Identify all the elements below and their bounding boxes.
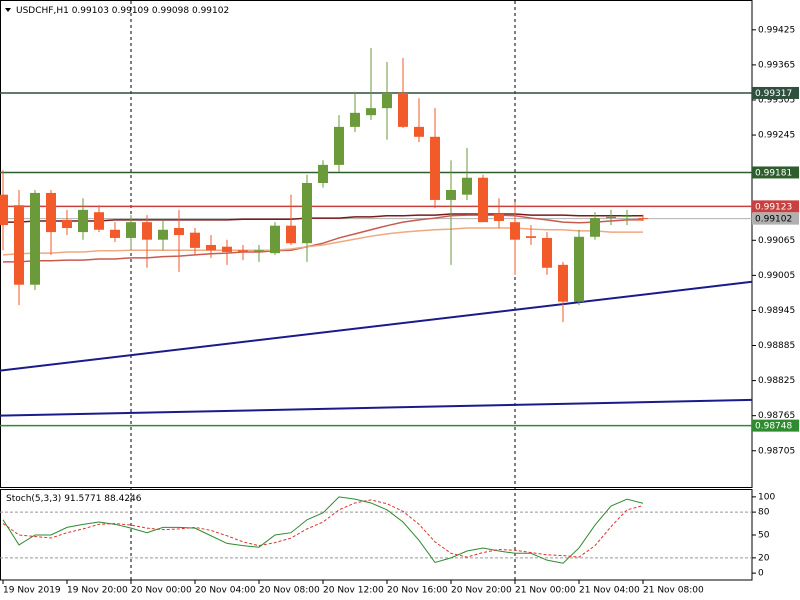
candle-body xyxy=(350,112,360,127)
candle-body xyxy=(590,218,600,237)
x-tick-label: 20 Nov 08:00 xyxy=(259,586,320,596)
candle-body xyxy=(478,177,488,223)
candle-body xyxy=(302,182,312,244)
y-tick-label: 0.98705 xyxy=(758,446,795,456)
x-tick-label: 21 Nov 08:00 xyxy=(643,586,704,596)
candle-body xyxy=(542,237,552,268)
level-label: 0.98748 xyxy=(755,422,792,432)
candle-body xyxy=(382,92,392,109)
candle-body xyxy=(270,225,280,254)
indicator-panel xyxy=(0,489,753,581)
level-box xyxy=(752,166,799,179)
level-label: 0.99181 xyxy=(755,168,792,178)
candle-body xyxy=(334,126,344,165)
x-tick-label: 20 Nov 00:00 xyxy=(131,586,192,596)
candle-body xyxy=(622,215,632,217)
indicator-tick-label: 100 xyxy=(758,492,775,502)
indicator-tick-label: 0 xyxy=(758,569,764,579)
candle-body xyxy=(574,236,584,302)
y-tick-label: 0.98765 xyxy=(758,411,795,421)
indicator-line xyxy=(2,499,644,558)
candle-body xyxy=(414,126,424,137)
x-tick-label: 19 Nov 2019 xyxy=(3,586,61,596)
candle-body xyxy=(446,190,456,200)
indicator-name: Stoch(5,3,3) xyxy=(6,494,61,504)
y-tick-label: 0.98885 xyxy=(758,341,795,351)
current-price-label: 0.99102 xyxy=(755,215,792,225)
candle-body xyxy=(462,177,472,195)
candle-body xyxy=(206,244,216,251)
candle-body xyxy=(126,222,136,238)
candle-body xyxy=(286,225,296,244)
level-label: 0.99123 xyxy=(755,202,792,212)
k-value: 91.5771 xyxy=(64,494,101,504)
candle-body xyxy=(174,228,184,236)
menu-arrow xyxy=(5,8,11,12)
candle-body xyxy=(606,216,616,219)
candle-body xyxy=(238,250,248,252)
main-panel xyxy=(0,0,753,488)
indicator-tick-label: 80 xyxy=(758,508,770,518)
candle-body xyxy=(94,212,104,230)
candle-body xyxy=(30,192,40,285)
y-tick-label: 0.98945 xyxy=(758,306,795,316)
candle-body xyxy=(558,264,568,302)
symbol: USDCHF,H1 xyxy=(16,6,69,16)
level-box xyxy=(752,419,799,432)
candle-body xyxy=(638,218,648,220)
candle-body xyxy=(366,108,376,116)
header-close: 0.99102 xyxy=(192,6,229,16)
candle-body xyxy=(430,136,440,200)
y-tick-label: 0.98825 xyxy=(758,376,795,386)
candle-body xyxy=(254,250,264,252)
header-open: 0.99103 xyxy=(72,6,109,16)
candle-body xyxy=(494,213,504,221)
y-tick-label: 0.99065 xyxy=(758,236,795,246)
x-tick-label: 19 Nov 20:00 xyxy=(67,586,128,596)
level-box xyxy=(752,200,799,213)
trendline xyxy=(0,280,753,372)
current-price-box xyxy=(752,212,799,225)
x-tick-label: 21 Nov 04:00 xyxy=(579,586,640,596)
x-tick-label: 20 Nov 16:00 xyxy=(387,586,448,596)
moving-average xyxy=(3,213,643,223)
moving-average xyxy=(2,227,643,256)
x-tick-label: 20 Nov 12:00 xyxy=(323,586,384,596)
indicator-tick-label: 50 xyxy=(758,531,770,541)
y-tick-label: 0.99005 xyxy=(758,271,795,281)
x-tick-label: 21 Nov 00:00 xyxy=(515,586,576,596)
trendline xyxy=(0,398,753,417)
y-tick-label: 0.99425 xyxy=(758,25,795,35)
candle-body xyxy=(62,219,72,229)
level-box xyxy=(752,86,799,99)
header: USDCHF,H1 0.99103 0.99109 0.99098 0.9910… xyxy=(16,6,229,16)
d-value: 88.4246 xyxy=(104,494,141,504)
y-tick-label: 0.99365 xyxy=(758,60,795,70)
candle-body xyxy=(78,209,88,233)
header-high: 0.99109 xyxy=(112,6,149,16)
candle-body xyxy=(46,192,56,233)
indicator-tick-label: 20 xyxy=(758,553,770,563)
moving-average xyxy=(3,214,643,263)
candle-body xyxy=(510,222,520,240)
candle-body xyxy=(14,205,24,285)
candle-body xyxy=(526,236,536,238)
level-label: 0.99317 xyxy=(755,89,792,99)
candle-body xyxy=(0,194,8,226)
candle-body xyxy=(318,164,328,183)
candle-body xyxy=(190,232,200,248)
header-low: 0.99098 xyxy=(152,6,189,16)
candle-body xyxy=(398,92,408,127)
y-tick-label: 0.99305 xyxy=(758,95,795,105)
indicator-header: Stoch(5,3,3) 91.5771 88.4246 xyxy=(6,494,142,504)
x-tick-label: 20 Nov 04:00 xyxy=(195,586,256,596)
candle-body xyxy=(222,246,232,252)
candle-body xyxy=(142,222,152,240)
x-tick-label: 20 Nov 20:00 xyxy=(451,586,512,596)
candle-body xyxy=(158,229,168,240)
candle-body xyxy=(110,229,120,238)
y-tick-label: 0.99245 xyxy=(758,131,795,141)
